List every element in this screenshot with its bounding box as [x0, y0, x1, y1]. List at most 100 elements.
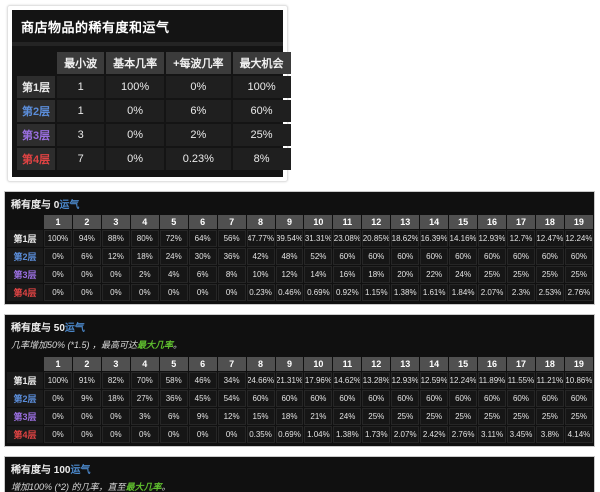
- probability-cell: 60%: [362, 248, 391, 265]
- probability-cell: 2.76%: [449, 426, 478, 443]
- probability-cell: 20.85%: [362, 230, 391, 247]
- luck-link[interactable]: 运气: [70, 465, 91, 476]
- tier-label: 第1层: [17, 76, 56, 98]
- probability-cell: 60%: [275, 390, 304, 407]
- max-chance-link[interactable]: 最大几率: [125, 482, 162, 492]
- luck-link[interactable]: 运气: [64, 323, 85, 334]
- probability-cell: 25%: [391, 408, 420, 425]
- probability-cell: 18.62%: [391, 230, 420, 247]
- wave-column-header: 10: [304, 357, 333, 371]
- probability-cell: 25%: [478, 408, 506, 425]
- probability-cell: 22%: [420, 266, 449, 283]
- shop-rarity-card-inner: 商店物品的稀有度和运气 最小波 基本几率 +每波几率 最大机会 第1层 1 100% 0% 10…: [12, 10, 291, 177]
- table-row: 第2层 0% 9% 18% 27% 36% 45% 54% 60% 60% 60% 60% 60% 60%…: [7, 390, 593, 407]
- probability-cell: 60%: [391, 390, 420, 407]
- probability-cell: 60%: [535, 390, 564, 407]
- probability-cell: 31.31%: [304, 230, 333, 247]
- probability-cell: 0.35%: [246, 426, 275, 443]
- wave-column-header: 6: [188, 357, 217, 371]
- probability-cell: 60%: [420, 390, 449, 407]
- wave-column-header: 11: [333, 215, 362, 229]
- wave-column-header: 3: [101, 357, 130, 371]
- probability-cell: 0%: [44, 390, 72, 407]
- probability-cell: 3.8%: [535, 426, 564, 443]
- probability-cell: 0%: [101, 408, 130, 425]
- probability-cell: 0%: [217, 284, 246, 301]
- luck-panel-2: 稀有度与 100运气 增加100% (*2) 的几率，直至最大几率。 12345…: [4, 456, 595, 492]
- subtitle-text: 几率增加50% (*1.5) ，最高可达: [11, 340, 138, 350]
- value-cell: 0%: [106, 100, 165, 122]
- wave-column-header: 9: [275, 357, 304, 371]
- luck-panel-2-subtitle: 增加100% (*2) 的几率，直至最大几率。: [5, 478, 594, 492]
- value-cell: 3: [57, 124, 105, 146]
- subtitle-text-end: 。: [173, 340, 183, 350]
- probability-cell: 8%: [217, 266, 246, 283]
- probability-cell: 21%: [304, 408, 333, 425]
- tier-label: 第2层: [7, 390, 43, 407]
- luck-link[interactable]: 运气: [59, 200, 80, 211]
- probability-cell: 11.21%: [535, 372, 564, 389]
- probability-cell: 60%: [362, 390, 391, 407]
- probability-cell: 25%: [535, 408, 564, 425]
- probability-cell: 25%: [564, 266, 593, 283]
- wave-column-header: 2: [72, 357, 101, 371]
- probability-cell: 0%: [44, 266, 72, 283]
- probability-cell: 60%: [564, 248, 593, 265]
- probability-cell: 0%: [101, 266, 130, 283]
- probability-cell: 2.07%: [478, 284, 506, 301]
- probability-cell: 14%: [304, 266, 333, 283]
- tier-label: 第3层: [7, 408, 43, 425]
- table-row: 第4层 7 0% 0.23% 8%: [17, 148, 291, 170]
- probability-cell: 25%: [449, 408, 478, 425]
- table-row: 第3层 3 0% 2% 25%: [17, 124, 291, 146]
- table-row: 第1层 1 100% 0% 100%: [17, 76, 291, 98]
- probability-cell: 25%: [362, 408, 391, 425]
- probability-cell: 54%: [217, 390, 246, 407]
- probability-cell: 64%: [188, 230, 217, 247]
- probability-cell: 45%: [188, 390, 217, 407]
- column-header: 基本几率: [106, 52, 165, 74]
- probability-cell: 1.73%: [362, 426, 391, 443]
- probability-cell: 60%: [535, 248, 564, 265]
- probability-cell: 12.47%: [535, 230, 564, 247]
- value-cell: 100%: [106, 76, 165, 98]
- probability-cell: 0%: [44, 408, 72, 425]
- probability-cell: 0.92%: [333, 284, 362, 301]
- probability-cell: 6%: [188, 266, 217, 283]
- probability-cell: 42%: [246, 248, 275, 265]
- title-text: 稀有度与 50: [11, 323, 65, 334]
- probability-cell: 25%: [507, 266, 535, 283]
- probability-cell: 0%: [188, 426, 217, 443]
- wave-column-header: 18: [535, 357, 564, 371]
- probability-cell: 60%: [304, 390, 333, 407]
- probability-cell: 60%: [391, 248, 420, 265]
- wave-header-row: 1 2 3 4 5 6 7 8 9 10 11 12 13 14 15 16 17 18 19: [7, 215, 593, 229]
- probability-cell: 60%: [564, 390, 593, 407]
- wave-column-header: 16: [478, 215, 506, 229]
- max-chance-link[interactable]: 最大几率: [137, 340, 174, 350]
- probability-cell: 0%: [217, 426, 246, 443]
- probability-cell: 60%: [333, 248, 362, 265]
- luck-grid-1: 1 2 3 4 5 6 7 8 9 10 11 12 13 14 15 16 17 18 19 第1层 100% 91% 8…: [6, 356, 594, 444]
- table-row: 第4层 0% 0% 0% 0% 0% 0% 0% 0.23% 0.46% 0.69% 0.92% 1.1…: [7, 284, 593, 301]
- luck-grid-0: 1 2 3 4 5 6 7 8 9 10 11 12 13 14 15 16 17 18 19 第1层 100% 94% 8…: [6, 214, 594, 302]
- probability-cell: 0%: [72, 426, 101, 443]
- table-row: 第1层 100% 94% 88% 80% 72% 64% 56% 47.77% 39.54% 31.…: [7, 230, 593, 247]
- probability-cell: 12.24%: [564, 230, 593, 247]
- probability-cell: 2.3%: [507, 284, 535, 301]
- probability-cell: 23.08%: [333, 230, 362, 247]
- tier-label: 第3层: [17, 124, 56, 146]
- probability-cell: 13.28%: [362, 372, 391, 389]
- column-header: +每波几率: [166, 52, 231, 74]
- probability-cell: 12%: [217, 408, 246, 425]
- table-row: 第2层 1 0% 6% 60%: [17, 100, 291, 122]
- probability-cell: 1.38%: [391, 284, 420, 301]
- probability-cell: 24%: [159, 248, 188, 265]
- wave-column-header: 15: [449, 215, 478, 229]
- wave-column-header: 3: [101, 215, 130, 229]
- tier-label: 第1层: [7, 230, 43, 247]
- probability-cell: 100%: [44, 230, 72, 247]
- probability-cell: 60%: [507, 248, 535, 265]
- probability-cell: 0%: [44, 284, 72, 301]
- subtitle-text-end: 。: [161, 482, 171, 492]
